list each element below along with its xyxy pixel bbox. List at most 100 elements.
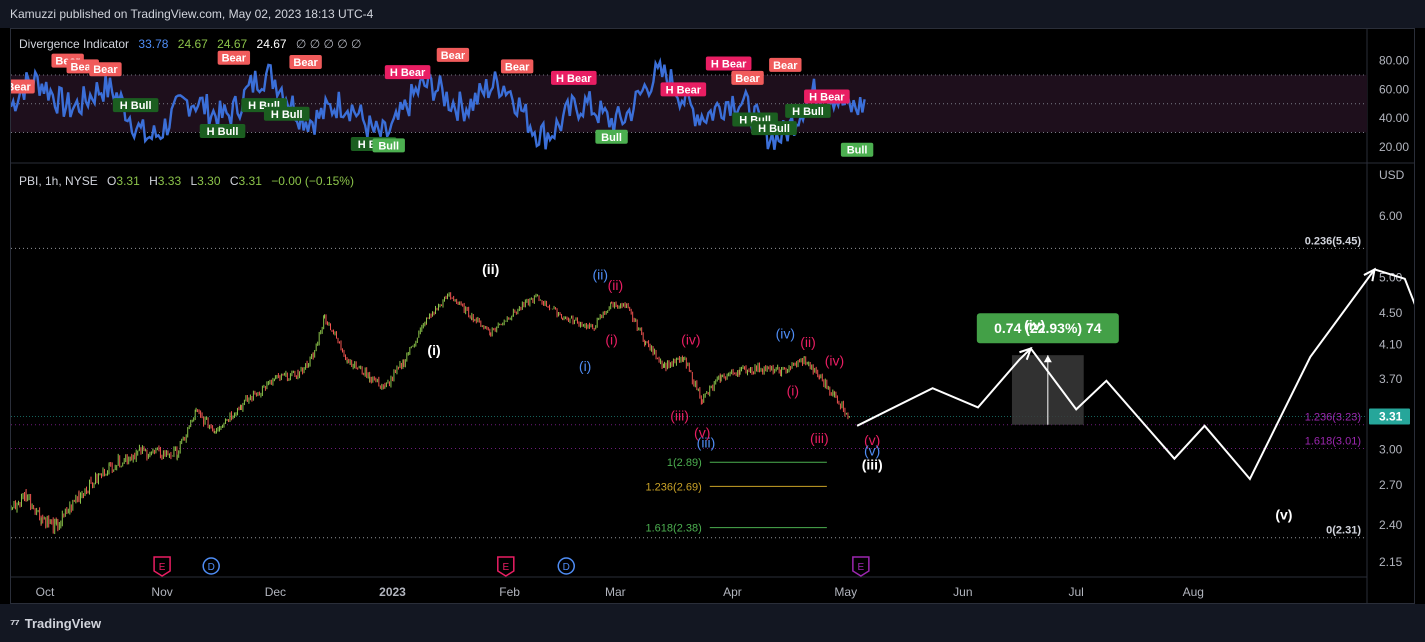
signal-label: H Bear	[711, 58, 747, 70]
signal-badge	[289, 55, 322, 69]
last-price-label: 3.31	[1379, 409, 1403, 423]
price-axis-label: 2.40	[1379, 518, 1403, 532]
close-value: 3.31	[238, 174, 262, 188]
signal-label: Bear	[773, 60, 798, 72]
event-marker	[202, 557, 220, 575]
signal-label: Bear	[93, 64, 118, 76]
signal-badge	[550, 70, 597, 85]
currency-label: USD	[1379, 168, 1405, 182]
price-axis-label: 5.00	[1379, 270, 1403, 284]
symbol-legend[interactable]: PBI, 1h, NYSE O3.31 H3.33 L3.30 C3.31 −0…	[19, 174, 360, 188]
signal-badge	[436, 47, 470, 62]
event-marker-label: E	[159, 562, 166, 573]
event-marker-label: E	[502, 562, 509, 573]
time-axis-label: Aug	[1183, 585, 1204, 599]
signal-label: H Bear	[809, 92, 845, 104]
wave-label: (ii)	[608, 277, 624, 293]
chart-frame: 80.00 60.00 40.00 20.00 Bear Bear Bear Bear H Bu…	[10, 28, 1415, 604]
signal-badge	[384, 65, 431, 80]
signal-label: Bear	[293, 57, 318, 69]
indicator-value-1: 33.78	[138, 37, 169, 51]
wave-label: (iii)	[810, 430, 829, 446]
signal-label: H Bull	[758, 123, 790, 135]
tradingview-logo[interactable]: ⁷⁷ TradingView	[10, 616, 101, 631]
symbol-name: PBI, 1h, NYSE	[19, 174, 98, 188]
signal-badge	[372, 138, 405, 153]
signal-label: H Bear	[390, 67, 426, 79]
chart-canvas[interactable]: 80.00 60.00 40.00 20.00 Bear Bear Bear Bear H Bu…	[11, 29, 1414, 603]
signal-label: Bear	[11, 81, 31, 93]
wave-label: (i)	[579, 358, 591, 374]
signal-label: H Bear	[666, 84, 702, 96]
low-value: 3.30	[197, 174, 221, 188]
last-price-badge	[1369, 408, 1410, 425]
indicator-axis-label: 60.00	[1379, 82, 1409, 96]
price-axis-label: 6.00	[1379, 209, 1403, 223]
wave-label: (iii)	[670, 408, 689, 424]
price-axis-label: 4.10	[1379, 337, 1403, 351]
event-marker-label: D	[208, 562, 215, 573]
signal-label: Bull	[378, 140, 399, 152]
close-label: C	[229, 174, 239, 188]
wave-label: (iv)	[825, 353, 844, 369]
time-axis-label: Apr	[723, 585, 742, 599]
event-marker	[153, 556, 171, 577]
fib-level-label: 0(2.31)	[1326, 525, 1361, 537]
indicator-axis-label: 20.00	[1379, 140, 1409, 154]
change-value: −0.00 (−0.15%)	[271, 174, 354, 188]
time-axis-label: Dec	[265, 585, 286, 599]
fib-level-label: 0.236(5.45)	[1305, 235, 1362, 247]
indicator-legend[interactable]: Divergence Indicator 33.78 24.67 24.67 2…	[19, 37, 368, 51]
wave-label: (v)	[864, 432, 880, 448]
signal-badge	[731, 70, 764, 85]
signal-badge	[840, 142, 874, 157]
fib-level-label: 1.236(3.23)	[1305, 412, 1361, 424]
signal-badge	[89, 62, 122, 77]
open-label: O	[107, 174, 117, 188]
projection-path	[856, 268, 1414, 481]
price-axis-label: 2.15	[1379, 555, 1403, 569]
signal-label: H Bull	[120, 100, 152, 112]
price-axis-label: 3.00	[1379, 443, 1403, 457]
wave-label: (ii)	[800, 334, 816, 350]
signal-label: Bull	[601, 132, 622, 144]
wave-label: (v)	[1275, 506, 1292, 522]
event-marker	[852, 556, 870, 577]
projection-arrow-head	[1363, 267, 1376, 282]
indicator-placeholders: ∅ ∅ ∅ ∅ ∅	[295, 37, 362, 51]
signal-badge	[595, 129, 628, 144]
price-axis-label: 2.70	[1379, 478, 1403, 492]
wave-label: (ii)	[482, 261, 499, 277]
signal-label: H Bear	[556, 73, 592, 85]
indicator-axis-label: 80.00	[1379, 54, 1409, 68]
signal-label: H Bull	[792, 106, 824, 118]
wave-label: (iii)	[862, 456, 883, 472]
footer-bar: ⁷⁷ TradingView	[0, 604, 1425, 642]
open-value: 3.31	[116, 174, 140, 188]
price-axis-label: 4.50	[1379, 306, 1403, 320]
measure-label: 0.74 (22.93%) 74	[994, 320, 1102, 336]
signal-badge	[751, 121, 797, 136]
signal-badge	[112, 98, 159, 113]
time-axis-label: Oct	[36, 585, 55, 599]
time-axis-label: Mar	[605, 585, 626, 599]
price-axis-label: 3.70	[1379, 372, 1403, 386]
time-axis-label: Jul	[1068, 585, 1083, 599]
time-axis-label: May	[834, 585, 857, 599]
high-label: H	[149, 174, 158, 188]
extension-label: 1.236(2.69)	[646, 481, 702, 493]
wave-label: (ii)	[592, 266, 608, 282]
signal-badge	[785, 103, 831, 118]
projection-arrow-head	[1019, 346, 1033, 361]
high-value: 3.33	[157, 174, 182, 188]
indicator-axis-label: 40.00	[1379, 111, 1409, 125]
event-marker-label: E	[858, 562, 865, 573]
indicator-name: Divergence Indicator	[19, 37, 130, 51]
signal-label: Bear	[505, 61, 530, 73]
time-axis-label: Jun	[953, 585, 972, 599]
signal-badge	[705, 56, 752, 71]
signal-badge	[263, 106, 310, 121]
brand-text: TradingView	[24, 616, 102, 631]
time-axis-label: 2023	[379, 585, 406, 599]
signal-label: Bear	[441, 50, 466, 62]
